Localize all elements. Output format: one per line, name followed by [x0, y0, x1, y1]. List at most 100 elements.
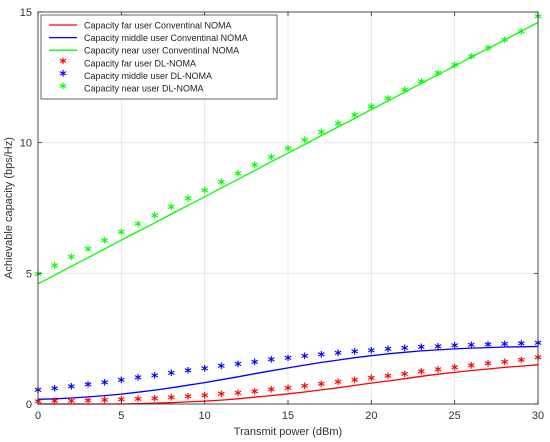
data-point-marker: *	[184, 366, 192, 382]
legend-marker-sample: *	[59, 56, 67, 72]
data-point-marker: *	[68, 382, 76, 398]
data-point-marker: *	[434, 365, 442, 381]
data-point-marker: *	[418, 367, 426, 383]
data-point-marker: *	[151, 210, 159, 226]
data-point-marker: *	[201, 363, 209, 379]
y-tick-label: 15	[20, 7, 32, 19]
data-point-marker: *	[401, 85, 409, 101]
data-point-marker: *	[434, 341, 442, 357]
legend-entry-label: Capacity far user DL-NOMA	[84, 58, 196, 68]
data-point-marker: *	[151, 370, 159, 386]
data-point-marker: *	[484, 340, 492, 356]
data-point-marker: *	[368, 102, 376, 118]
legend: Capacity far user Conventinal NOMA Capaci…	[40, 14, 278, 100]
data-point-marker: *	[301, 351, 309, 367]
data-point-marker: *	[384, 371, 392, 387]
data-point-marker: *	[51, 383, 59, 399]
data-point-marker: *	[401, 343, 409, 359]
x-tick-label: 5	[118, 410, 124, 422]
y-tick-label: 0	[26, 399, 32, 411]
data-point-marker: *	[34, 396, 42, 412]
y-tick-label: 10	[20, 138, 32, 150]
series-layer: * * * * * * * * * * * * * * * * * * * * * * * * * * * * * * * * * * * * * * * *…	[34, 12, 542, 413]
data-point-marker: *	[201, 390, 209, 406]
data-point-marker: *	[384, 93, 392, 109]
data-point-marker: *	[284, 383, 292, 399]
data-point-marker: *	[351, 375, 359, 391]
data-point-marker: *	[68, 252, 76, 268]
data-point-marker: *	[234, 169, 242, 185]
legend-entry-label: Capacity middle user DL-NOMA	[84, 71, 212, 81]
data-point-marker: *	[334, 348, 342, 364]
legend-box	[40, 14, 278, 100]
data-point-marker: *	[234, 388, 242, 404]
x-tick-label: 20	[365, 410, 377, 422]
data-point-marker: *	[101, 377, 109, 393]
data-point-marker: *	[468, 340, 476, 356]
data-point-marker: *	[101, 235, 109, 251]
legend-entry-label: Capacity near user DL-NOMA	[84, 84, 204, 94]
series-3	[37, 21, 539, 285]
data-point-marker: *	[518, 355, 526, 371]
data-point-marker: *	[484, 359, 492, 375]
data-point-marker: *	[134, 394, 142, 410]
y-tick-label: 5	[26, 268, 32, 280]
ticks: 0 5 10 15 20 25 30 0 5 10 15	[20, 7, 544, 422]
data-point-marker: *	[134, 219, 142, 235]
data-point-marker: *	[501, 35, 509, 51]
series-2	[37, 345, 539, 400]
data-point-marker: *	[218, 177, 226, 193]
data-point-marker: *	[251, 357, 259, 373]
legend-marker-sample: *	[59, 81, 67, 97]
data-point-marker: *	[451, 60, 459, 76]
data-point-marker: *	[518, 338, 526, 354]
x-tick-label: 30	[532, 410, 544, 422]
y-axis-label: Achievable capacity (bps/Hz)	[3, 137, 15, 279]
data-point-marker: *	[101, 395, 109, 411]
data-point-marker: *	[484, 43, 492, 59]
data-point-marker: *	[118, 375, 126, 391]
data-point-marker: *	[418, 77, 426, 93]
data-point-marker: *	[468, 360, 476, 376]
legend-marker-sample: *	[59, 68, 67, 84]
data-point-marker: *	[84, 379, 92, 395]
data-point-marker: *	[334, 377, 342, 393]
data-point-marker: *	[501, 339, 509, 355]
x-axis-label: Transmit power (dBm)	[234, 426, 342, 438]
data-point-marker: *	[234, 359, 242, 375]
data-point-marker: *	[201, 185, 209, 201]
data-point-marker: *	[84, 244, 92, 260]
data-point-marker: *	[168, 202, 176, 218]
data-point-marker: *	[184, 392, 192, 408]
x-tick-label: 10	[199, 410, 211, 422]
data-point-marker: *	[518, 26, 526, 42]
data-point-marker: *	[351, 347, 359, 363]
series-line	[37, 345, 539, 400]
data-point-marker: *	[401, 369, 409, 385]
data-point-marker: *	[284, 144, 292, 160]
data-point-marker: *	[268, 385, 276, 401]
data-point-marker: *	[368, 345, 376, 361]
data-point-marker: *	[301, 381, 309, 397]
data-point-marker: *	[468, 52, 476, 68]
data-point-marker: *	[168, 393, 176, 409]
data-point-marker: *	[501, 357, 509, 373]
data-point-marker: *	[168, 368, 176, 384]
data-point-marker: *	[318, 379, 326, 395]
x-tick-label: 15	[282, 410, 294, 422]
data-point-marker: *	[368, 373, 376, 389]
legend-entry-label: Capacity far user Conventinal NOMA	[84, 21, 232, 31]
data-point-marker: *	[318, 127, 326, 143]
data-point-marker: *	[318, 349, 326, 365]
series-line	[37, 21, 539, 285]
data-point-marker: *	[434, 68, 442, 84]
data-point-marker: *	[451, 341, 459, 357]
data-point-marker: *	[351, 110, 359, 126]
x-tick-label: 25	[449, 410, 461, 422]
data-point-marker: *	[301, 135, 309, 151]
data-point-marker: *	[218, 389, 226, 405]
data-point-marker: *	[118, 227, 126, 243]
legend-entry-label: Capacity near user Conventinal NOMA	[84, 46, 239, 56]
data-point-marker: *	[334, 118, 342, 134]
